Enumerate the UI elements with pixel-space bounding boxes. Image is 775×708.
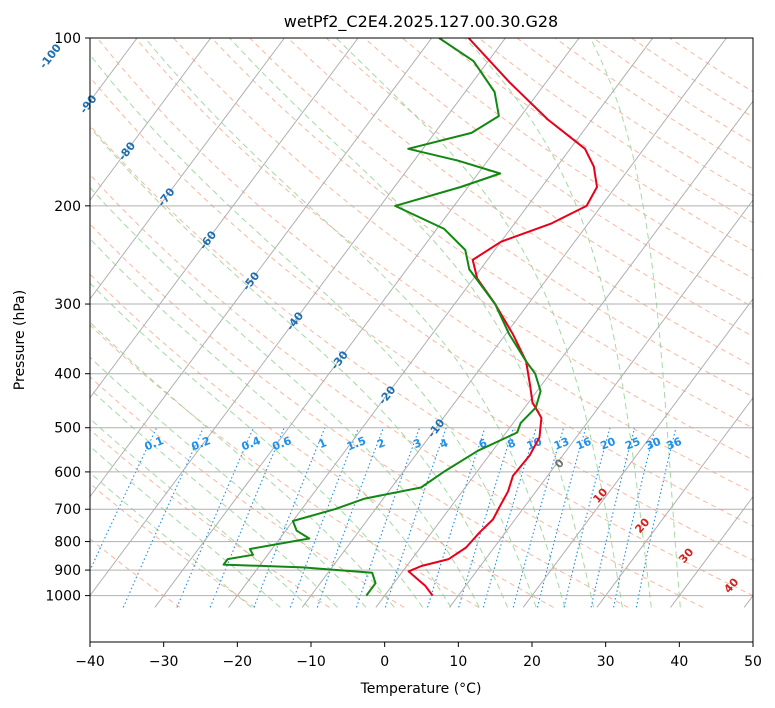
y-tick-label: 1000 [45, 589, 81, 605]
dry-adiabat-line [363, 38, 753, 308]
mixing-ratio-line [512, 427, 565, 608]
mixing-ratio-label: 30 [644, 435, 663, 453]
chart-title: wetPf2_C2E4.2025.127.00.30.G28 [284, 12, 558, 32]
moist-adiabat-line [90, 356, 367, 608]
isotherm-line [228, 38, 654, 608]
moist-adiabat-line [90, 445, 281, 608]
isotherm-line [596, 397, 753, 608]
mixing-ratio-label: 8 [506, 436, 518, 451]
y-tick-label: 500 [54, 421, 81, 437]
x-tick-label: −10 [296, 654, 326, 670]
x-tick-label: 0 [380, 654, 389, 670]
isotherm-line [90, 38, 359, 399]
moist-adiabat-line [90, 186, 480, 608]
dry-adiabat-line [90, 538, 181, 608]
x-tick-label: −30 [149, 654, 179, 670]
x-tick-label: −40 [75, 654, 105, 670]
mixing-ratio-label: 1 [317, 436, 329, 451]
x-tick-label: −20 [223, 654, 253, 670]
mixing-ratio-line [427, 427, 486, 608]
moist-adiabat-line [90, 472, 252, 608]
isotherm-line [90, 38, 212, 201]
y-tick-label: 200 [54, 199, 81, 215]
x-tick-label: 20 [523, 654, 541, 670]
mixing-ratio-line [458, 427, 515, 608]
isotherm-line [90, 38, 506, 597]
moist-adiabat-line [335, 38, 623, 608]
temperature-profile-line [407, 38, 598, 597]
isotherm-line [449, 199, 753, 608]
mixing-ratio-label: 20 [598, 435, 617, 453]
mixing-ratio-line [90, 427, 158, 572]
moist-adiabat-line [90, 321, 395, 608]
moist-adiabat-line [90, 53, 537, 608]
mixing-ratio-line [384, 427, 447, 608]
x-axis-ticks: −40 −30 −20 −10 0 10 20 30 40 50 [75, 642, 762, 670]
dry-adiabat-line [90, 428, 330, 608]
profile-series [222, 38, 598, 597]
moist-adiabat-line [144, 38, 566, 608]
mixing-ratio-label: 16 [574, 435, 593, 453]
mixing-ratio-label: 13 [552, 435, 571, 453]
plot-frame [89, 37, 754, 643]
isotherm-line [90, 38, 433, 498]
y-axis-ticks: 100 200 300 400 500 600 700 800 900 1000 [45, 31, 90, 605]
dry-adiabat-line [90, 223, 629, 608]
moist-adiabat-line [229, 38, 594, 608]
y-tick-label: 600 [54, 465, 81, 481]
background-lines [90, 38, 753, 608]
isotherm-line [522, 298, 753, 608]
mixing-ratio-label: 2 [375, 436, 387, 451]
moist-adiabat-line [464, 38, 652, 608]
moist-adiabat-line [90, 388, 338, 608]
y-tick-label: 800 [54, 535, 81, 551]
moist-adiabat-line [90, 418, 310, 608]
dry-adiabat-line [90, 76, 753, 561]
grid-lines [90, 38, 753, 608]
isotherm-line [90, 38, 285, 300]
dry-adiabat-line [90, 124, 753, 597]
y-tick-label: 400 [54, 367, 81, 383]
isotherm-line [154, 38, 580, 608]
x-tick-label: 50 [744, 654, 762, 670]
mixing-ratio-line [289, 427, 360, 608]
dewpoint-profile-line [222, 38, 542, 597]
x-tick-label: 40 [670, 654, 688, 670]
isotherm-line [670, 495, 753, 608]
y-axis-label: Pressure (hPa) [12, 290, 28, 390]
mixing-ratio-label: 36 [665, 435, 684, 453]
dry-adiabat-line [211, 38, 753, 429]
x-axis-label: Temperature (°C) [360, 681, 482, 697]
mixing-ratio-label: 25 [623, 435, 642, 453]
y-tick-label: 700 [54, 502, 81, 518]
dry-adiabat-line [90, 173, 704, 608]
y-tick-label: 900 [54, 563, 81, 579]
x-tick-label: 30 [597, 654, 615, 670]
isotherm-line [301, 38, 727, 608]
dry-adiabat-line [287, 38, 753, 367]
mixing-ratio-label: 3 [411, 436, 423, 451]
x-tick-label: 10 [449, 654, 467, 670]
y-tick-label: 300 [54, 297, 81, 313]
moist-adiabat-line [589, 38, 681, 608]
mixing-ratio-line [253, 427, 326, 608]
isotherm-line [375, 100, 753, 608]
y-tick-label: 100 [54, 31, 81, 47]
dry-adiabat-line [90, 376, 405, 608]
moist-adiabat-line [90, 126, 509, 608]
dry-adiabat-line [135, 38, 753, 494]
